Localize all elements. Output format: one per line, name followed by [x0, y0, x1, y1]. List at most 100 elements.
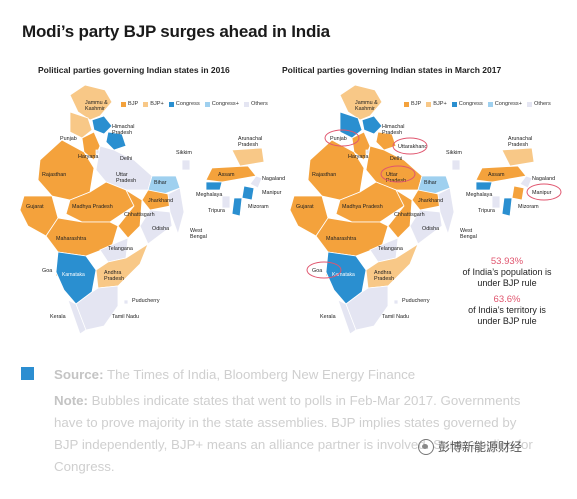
- state-label: Arunachal: [508, 136, 532, 142]
- state-arunachal-pradesh: [501, 147, 535, 167]
- state-label: Kashmir: [355, 106, 375, 112]
- legend-item-others: Others: [526, 101, 551, 107]
- state-jharkhand: [141, 189, 171, 211]
- india-maps: Jammu &KashmirHimachalPradeshPunjabHarya…: [19, 84, 562, 335]
- legend-label: Congress: [175, 101, 200, 107]
- state-bihar: [417, 175, 451, 195]
- state-label: Manipur: [262, 190, 282, 196]
- state-label: Mizoram: [518, 204, 539, 210]
- state-arunachal-pradesh: [231, 147, 265, 167]
- state-odisha: [139, 209, 173, 245]
- state-label: West: [460, 228, 473, 234]
- state-sikkim: [451, 159, 461, 171]
- state-label: Sikkim: [446, 150, 462, 156]
- state-andhra-pradesh: [95, 242, 149, 289]
- state-telangana: [99, 237, 129, 263]
- state-label: Andhra: [374, 270, 391, 276]
- poll-bubble: [380, 165, 416, 183]
- state-punjab: [69, 111, 93, 139]
- state-label: Uttar: [386, 172, 398, 178]
- state-label: Arunachal: [238, 136, 262, 142]
- state-mizoram: [501, 197, 513, 217]
- bullet-square-icon: [21, 367, 34, 380]
- state-jammu-kashmir: [339, 84, 383, 121]
- state-label: Jammu &: [85, 100, 108, 106]
- state-label: Pradesh: [386, 178, 406, 184]
- legend-item-bjp-plus: BJP+: [143, 101, 164, 107]
- state-label: Himachal: [382, 124, 404, 130]
- state-telangana: [369, 237, 399, 263]
- source-label: Source:: [54, 367, 104, 382]
- state-west-bengal: [437, 187, 455, 236]
- state-label: West: [190, 228, 203, 234]
- state-meghalaya: [475, 181, 493, 191]
- state-label: Gujarat: [26, 204, 44, 210]
- legend-label: Congress: [458, 101, 483, 107]
- state-label: Rajasthan: [312, 172, 336, 178]
- note-paragraph: Note: Bubbles indicate states that went …: [54, 390, 534, 478]
- state-manipur: [511, 185, 525, 201]
- state-label: Bengal: [460, 234, 477, 240]
- legend-swatch: [451, 101, 457, 107]
- source-line: Source: The Times of India, Bloomberg Ne…: [54, 364, 415, 386]
- state-label: Delhi: [390, 156, 402, 162]
- state-label: Jammu &: [355, 100, 378, 106]
- territory-text: of India’s territory is: [468, 305, 546, 315]
- legend-label: BJP+: [433, 101, 447, 107]
- state-label: Goa: [312, 268, 322, 274]
- watermark: 彭博新能源财经: [418, 438, 522, 455]
- state-andhra-pradesh: [365, 242, 419, 289]
- state-label: Bengal: [190, 234, 207, 240]
- state-label: Manipur: [532, 190, 552, 196]
- state-label: Jharkhand: [418, 198, 443, 204]
- state-mizoram: [231, 197, 243, 217]
- population-pct: 53.93%: [490, 256, 524, 267]
- population-tail: under BJP rule: [477, 278, 537, 288]
- state-label: Bihar: [154, 180, 167, 186]
- legend-swatch: [243, 101, 249, 107]
- legend-label: Congress+: [494, 101, 522, 107]
- state-west-bengal: [167, 187, 185, 236]
- state-bihar: [147, 175, 181, 195]
- population-text: of India’s population is: [462, 267, 552, 277]
- state-label: Bihar: [424, 180, 437, 186]
- state-himachal-pradesh: [91, 115, 113, 135]
- map-2016: Jammu &KashmirHimachalPradeshPunjabHarya…: [19, 84, 285, 335]
- poll-bubble: [392, 137, 428, 155]
- legend-item-bjp-plus: BJP+: [426, 101, 447, 107]
- map-2016-legend: BJP BJP+ Congress Congress+ Others: [121, 101, 268, 107]
- state-label: Haryana: [78, 154, 98, 160]
- state-label: Tripura: [208, 208, 225, 214]
- state-label: Assam: [218, 172, 235, 178]
- territory-pct: 63.6%: [493, 294, 521, 305]
- state-label: Puducherry: [132, 298, 160, 304]
- legend-item-congress-plus: Congress+: [204, 101, 239, 107]
- legend-swatch: [121, 101, 126, 107]
- legend-label: Congress+: [211, 101, 239, 107]
- map-2017-legend: BJP BJP+ Congress Congress+ Others: [404, 101, 551, 107]
- state-tripura: [491, 195, 501, 209]
- state-label: Tamil Nadu: [382, 314, 409, 320]
- state-label: Karnataka: [62, 272, 85, 278]
- territory-stat: 63.6% of India’s territory is under BJP …: [452, 294, 562, 327]
- watermark-text: 彭博新能源财经: [438, 440, 523, 454]
- state-label: Uttarakhand: [128, 144, 155, 150]
- state-label: Tripura: [478, 208, 495, 214]
- state-meghalaya: [205, 181, 223, 191]
- population-stat: 53.93% of India’s population is under BJ…: [452, 256, 562, 289]
- state-label: Nagaland: [532, 176, 555, 182]
- legend-item-bjp: BJP: [404, 101, 421, 107]
- state-label: Mizoram: [248, 204, 269, 210]
- state-label: Rajasthan: [42, 172, 66, 178]
- territory-tail: under BJP rule: [477, 316, 537, 326]
- legend-swatch: [404, 101, 409, 107]
- state-label: Meghalaya: [196, 192, 222, 198]
- map-2016-title: Political parties governing Indian state…: [38, 65, 230, 75]
- state-label: Telangana: [108, 246, 133, 252]
- state-label: Kashmir: [85, 106, 105, 112]
- state-label: Meghalaya: [466, 192, 492, 198]
- legend-swatch: [426, 101, 432, 107]
- source-text: The Times of India, Bloomberg New Energy…: [103, 367, 416, 382]
- state-label: Madhya Pradesh: [72, 204, 113, 210]
- state-label: Odisha: [422, 226, 439, 232]
